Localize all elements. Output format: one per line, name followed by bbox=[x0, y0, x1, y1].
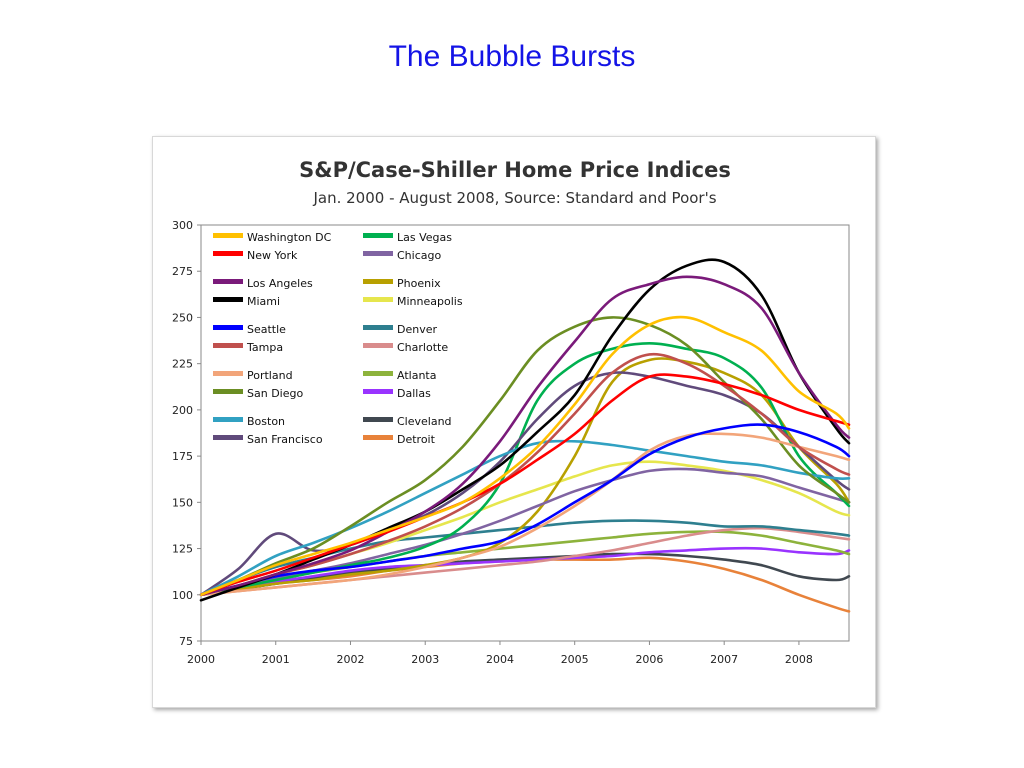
series-line-washington-dc bbox=[199, 315, 851, 597]
legend-swatch bbox=[213, 251, 243, 256]
x-tick-label: 2007 bbox=[710, 653, 738, 666]
legend-label: San Diego bbox=[247, 387, 303, 400]
legend-label: Washington DC bbox=[247, 231, 332, 244]
series-line-portland bbox=[199, 432, 851, 597]
x-tick-label: 2002 bbox=[336, 653, 364, 666]
series-layer bbox=[199, 258, 851, 613]
series-line-seattle bbox=[199, 423, 851, 597]
chart-subtitle: Jan. 2000 - August 2008, Source: Standar… bbox=[312, 189, 716, 207]
legend-swatch bbox=[363, 371, 393, 376]
legend-label: Tampa bbox=[246, 341, 283, 354]
legend-label: Denver bbox=[397, 323, 437, 336]
legend-swatch bbox=[363, 325, 393, 330]
series-line-new-york bbox=[199, 373, 851, 597]
legend-swatch bbox=[363, 417, 393, 422]
legend-label: Atlanta bbox=[397, 369, 436, 382]
legend-label: New York bbox=[247, 249, 298, 262]
legend-label: San Francisco bbox=[247, 433, 323, 446]
y-tick-label: 125 bbox=[172, 543, 193, 556]
legend: Washington DC New York Los Angeles Miami Sea… bbox=[213, 231, 463, 446]
legend-swatch bbox=[363, 279, 393, 284]
chart-title: S&P/Case-Shiller Home Price Indices bbox=[299, 158, 731, 182]
legend-label: Minneapolis bbox=[397, 295, 463, 308]
x-tick-label: 2003 bbox=[411, 653, 439, 666]
home-price-chart: S&P/Case-Shiller Home Price Indices Jan.… bbox=[172, 158, 851, 666]
legend-label: Los Angeles bbox=[247, 277, 313, 290]
series-line-las-vegas bbox=[199, 342, 851, 597]
chart-frame: S&P/Case-Shiller Home Price Indices Jan.… bbox=[152, 136, 876, 708]
legend-swatch bbox=[363, 389, 393, 394]
series-line-los-angeles bbox=[199, 275, 851, 597]
legend-label: Charlotte bbox=[397, 341, 448, 354]
legend-label: Seattle bbox=[247, 323, 286, 336]
legend-swatch bbox=[213, 233, 243, 238]
x-axis: 2000 2001 2002 2003 2004 2005 2006 2007 2008 bbox=[187, 641, 813, 666]
y-tick-label: 300 bbox=[172, 219, 193, 232]
legend-swatch bbox=[363, 435, 393, 440]
series-line-dallas bbox=[199, 546, 851, 597]
y-tick-label: 275 bbox=[172, 265, 193, 278]
x-tick-label: 2006 bbox=[635, 653, 663, 666]
legend-swatch bbox=[213, 389, 243, 394]
legend-label: Detroit bbox=[397, 433, 436, 446]
y-tick-label: 150 bbox=[172, 496, 193, 509]
legend-swatch bbox=[213, 297, 243, 302]
legend-label: Dallas bbox=[397, 387, 431, 400]
x-tick-label: 2008 bbox=[785, 653, 813, 666]
y-tick-label: 75 bbox=[179, 635, 193, 648]
legend-label: Phoenix bbox=[397, 277, 441, 290]
series-line-tampa bbox=[199, 352, 851, 597]
series-line-boston bbox=[199, 439, 851, 597]
x-tick-label: 2005 bbox=[561, 653, 589, 666]
legend-swatch bbox=[363, 297, 393, 302]
legend-label: Las Vegas bbox=[397, 231, 452, 244]
legend-swatch bbox=[213, 371, 243, 376]
legend-swatch bbox=[213, 435, 243, 440]
legend-label: Chicago bbox=[397, 249, 441, 262]
legend-label: Miami bbox=[247, 295, 280, 308]
legend-swatch bbox=[213, 279, 243, 284]
y-axis: 75 100 125 150 175 200 225 250 275 300 bbox=[172, 219, 201, 648]
series-line-cleveland bbox=[199, 552, 851, 597]
legend-swatch bbox=[363, 251, 393, 256]
x-tick-label: 2004 bbox=[486, 653, 514, 666]
legend-swatch bbox=[213, 417, 243, 422]
series-line-miami bbox=[199, 258, 851, 602]
legend-swatch bbox=[363, 343, 393, 348]
legend-swatch bbox=[213, 343, 243, 348]
y-tick-label: 100 bbox=[172, 589, 193, 602]
legend-label: Cleveland bbox=[397, 415, 452, 428]
y-tick-label: 175 bbox=[172, 450, 193, 463]
y-tick-label: 200 bbox=[172, 404, 193, 417]
y-tick-label: 225 bbox=[172, 358, 193, 371]
legend-label: Boston bbox=[247, 415, 285, 428]
slide-title: The Bubble Bursts bbox=[388, 40, 636, 73]
legend-swatch bbox=[213, 325, 243, 330]
legend-swatch bbox=[363, 233, 393, 238]
y-tick-label: 250 bbox=[172, 311, 193, 324]
legend-label: Portland bbox=[247, 369, 293, 382]
series-line-san-diego bbox=[199, 316, 851, 597]
x-tick-label: 2001 bbox=[262, 653, 290, 666]
x-tick-label: 2000 bbox=[187, 653, 215, 666]
